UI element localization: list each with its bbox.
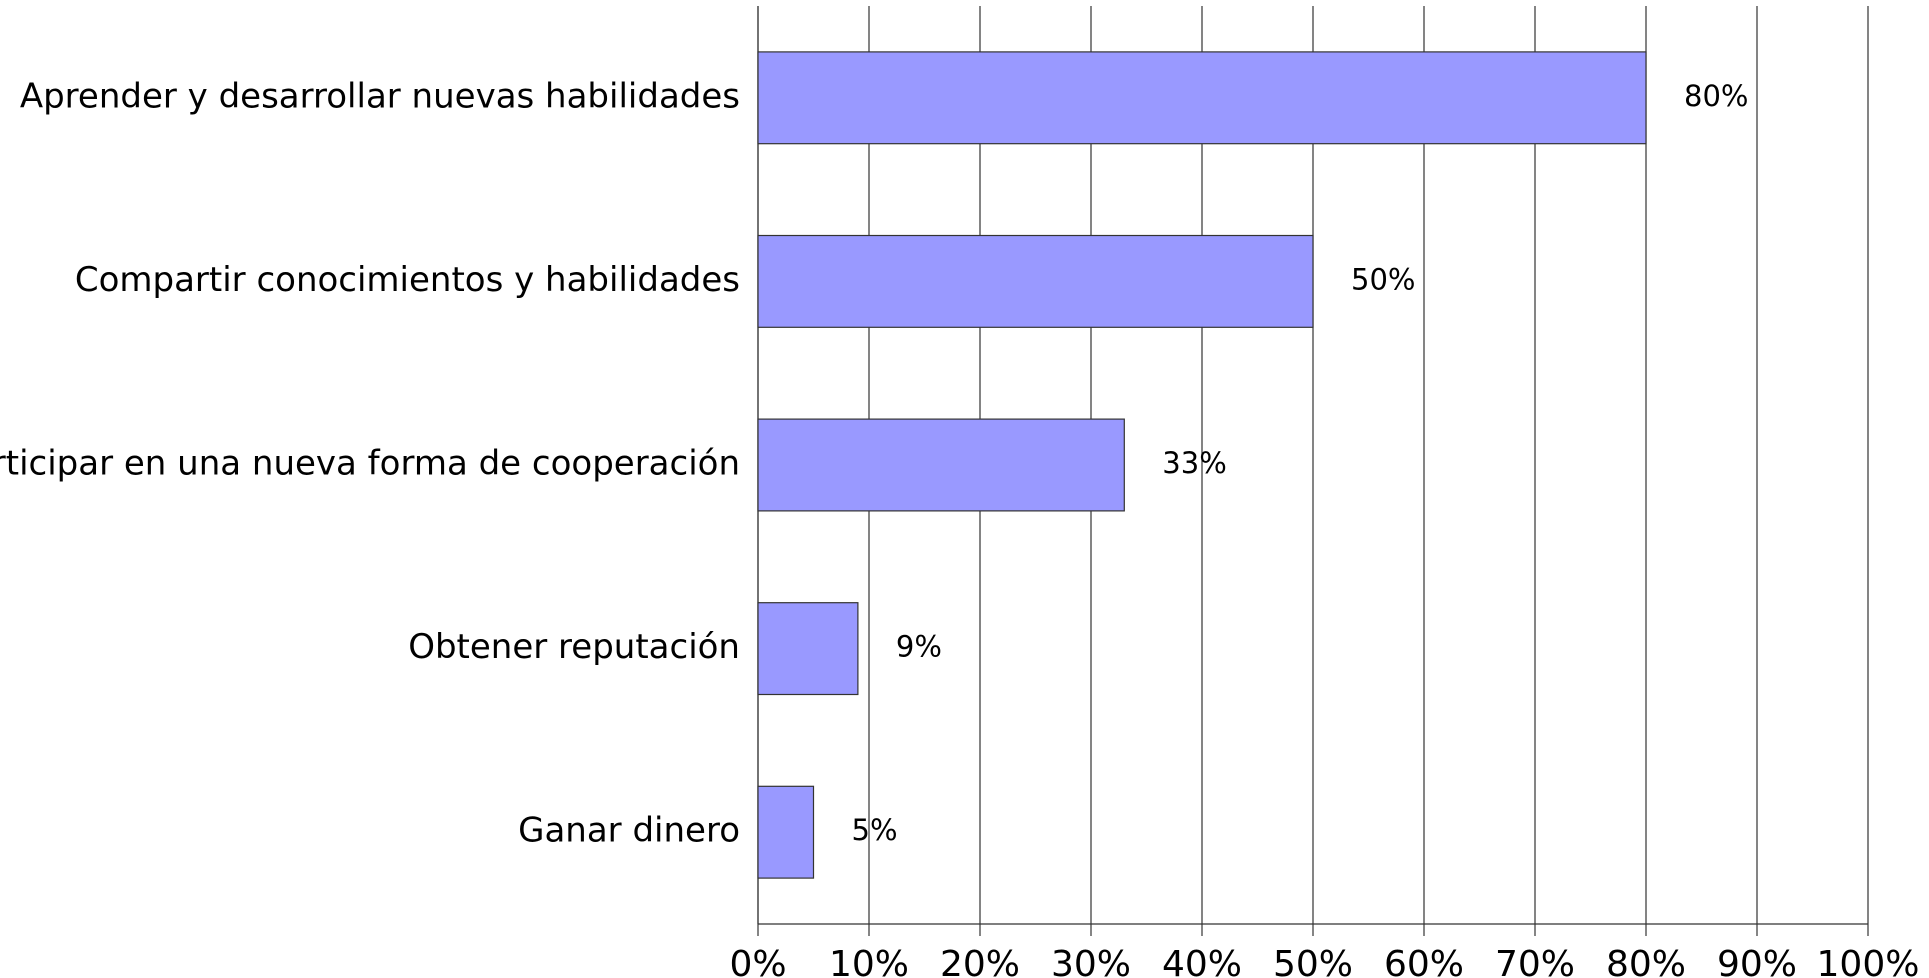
y-tick-label: Participar en una nueva forma de coopera… (0, 444, 740, 484)
x-tick-label: 40% (1162, 944, 1242, 978)
bar (757, 602, 859, 696)
data-label: 5% (852, 813, 898, 847)
data-label: 50% (1351, 262, 1415, 296)
x-tick-label: 30% (1051, 944, 1131, 978)
x-tick-label: 50% (1273, 944, 1353, 978)
x-tick-label: 10% (829, 944, 909, 978)
x-tick-label: 20% (940, 944, 1020, 978)
x-tick-label: 100% (1817, 944, 1920, 978)
y-tick-label: Aprender y desarrollar nuevas habilidade… (20, 76, 740, 116)
bar (757, 234, 1314, 328)
data-label: 9% (896, 630, 942, 664)
data-label: 33% (1162, 446, 1226, 480)
y-tick-label: Ganar dinero (518, 811, 740, 851)
bar (757, 785, 815, 879)
data-label: 80% (1684, 79, 1748, 113)
bar (757, 51, 1647, 145)
bar (757, 418, 1125, 512)
x-tick-label: 90% (1717, 944, 1797, 978)
x-tick-label: 0% (729, 944, 786, 978)
x-tick-label: 70% (1495, 944, 1575, 978)
y-tick-label: Obtener reputación (408, 627, 740, 667)
y-tick-label: Compartir conocimientos y habilidades (75, 260, 740, 300)
x-tick-label: 80% (1606, 944, 1686, 978)
x-tick-label: 60% (1384, 944, 1464, 978)
